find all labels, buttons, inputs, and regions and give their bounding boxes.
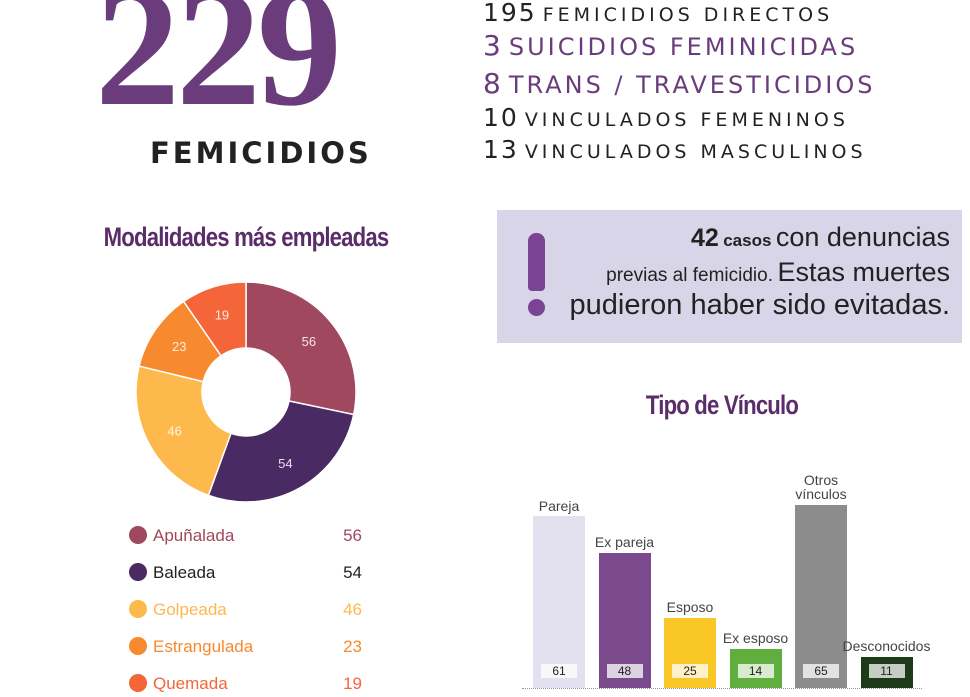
breakdown-row: 10 VINCULADOS FEMENINOS: [483, 103, 849, 132]
bar-label: Desconocidos: [842, 638, 931, 655]
chart-title: Tipo de Vínculo: [645, 390, 799, 420]
donut-slice: [245, 281, 357, 416]
bar: [533, 516, 585, 688]
bar-value: 61: [541, 664, 577, 678]
legend-label: Apuñalada: [153, 526, 235, 545]
donut-slice: [207, 400, 355, 503]
bar-label-box: Desconocidos: [843, 639, 931, 654]
callout-unit: casos: [723, 231, 772, 250]
legend-value: 23: [343, 637, 362, 656]
callout-count: 42: [690, 224, 719, 252]
slice-label: 23: [172, 339, 186, 354]
legend-label: Estrangulada: [153, 637, 254, 656]
exclamation-icon: [528, 233, 545, 291]
legend-marker: [129, 600, 147, 618]
bar-value: 25: [672, 664, 708, 678]
donut-slice: [135, 365, 232, 497]
donut-slice: [182, 281, 247, 357]
legend-marker: [129, 674, 147, 692]
baseline: [522, 688, 922, 689]
breakdown-label: SUICIDIOS FEMINICIDAS: [508, 33, 859, 61]
slice-label: 56: [302, 334, 316, 349]
callout-line: pudieron haber sido evitadas.: [570, 289, 950, 322]
exclamation-dot: [528, 299, 545, 316]
breakdown-label: VINCULADOS MASCULINOS: [524, 141, 867, 163]
bar-label-box: Pareja: [519, 497, 599, 514]
bar-label-box: Ex pareja: [585, 535, 665, 550]
breakdown-label: TRANS / TRAVESTICIDIOS: [508, 71, 876, 99]
total-count: 229: [95, 0, 342, 141]
legend-marker: [129, 526, 147, 544]
callout-box: [497, 210, 962, 343]
bar-value: 65: [803, 664, 839, 678]
bar-value: 11: [868, 664, 905, 678]
bar-label-box: Esposo: [650, 600, 730, 615]
bar-label: Otros vínculos: [795, 471, 847, 503]
breakdown-label: VINCULADOS FEMENINOS: [524, 109, 849, 131]
bar-label-box: Otros vínculos: [781, 471, 861, 503]
chart-title: Modalidades más empleadas: [103, 222, 389, 252]
breakdown-row: 13 VINCULADOS MASCULINOS: [483, 135, 867, 164]
legend-value: 56: [343, 526, 362, 545]
callout-text: pudieron haber sido evitadas.: [569, 289, 950, 321]
callout-line: previas al femicidio. Estas muertes: [606, 257, 950, 288]
breakdown-count: 13: [483, 135, 519, 164]
breakdown-count: 10: [483, 103, 519, 132]
bar-label: Esposo: [666, 598, 714, 615]
legend-value: 54: [343, 563, 362, 582]
legend-label: Quemada: [153, 674, 228, 693]
slice-label: 46: [167, 423, 181, 438]
breakdown-count: 8: [483, 67, 503, 100]
breakdown-count: 195: [483, 0, 537, 27]
bar-label: Pareja: [538, 497, 580, 514]
donut-chart: 56 Apuñalada 56 54 Baleada 54 46 Golpeada 46 23 Es…: [129, 281, 362, 693]
breakdown-row: 195 FEMICIDIOS DIRECTOS: [483, 0, 833, 27]
slice-label: 19: [215, 308, 229, 323]
legend-value: 19: [343, 674, 362, 693]
bar-label: Ex pareja: [594, 534, 655, 551]
slice-label: 54: [278, 456, 292, 471]
bar-value: 14: [737, 664, 774, 678]
breakdown-row: 8 TRANS / TRAVESTICIDIOS: [483, 67, 875, 100]
legend-marker: [129, 637, 147, 655]
bar-label: Ex esposo: [722, 629, 789, 646]
breakdown-row: 3 SUICIDIOS FEMINICIDAS: [483, 29, 858, 62]
bar-value: 48: [606, 664, 643, 678]
total-label: FEMICIDIOS: [150, 136, 372, 170]
legend-value: 46: [343, 600, 362, 619]
callout-text: Estas muertes: [777, 257, 950, 287]
callout-text: con denuncias: [775, 222, 950, 252]
callout-text: previas al femicidio.: [606, 265, 773, 286]
breakdown-count: 3: [483, 29, 503, 62]
legend-marker: [129, 563, 147, 581]
legend-label: Baleada: [153, 563, 216, 582]
bar-label-box: Ex esposo: [716, 631, 796, 646]
breakdown-label: FEMICIDIOS DIRECTOS: [542, 4, 834, 26]
callout-line: 42 casos con denuncias: [691, 222, 950, 253]
legend-label: Golpeada: [153, 600, 227, 619]
bar: [795, 505, 847, 688]
